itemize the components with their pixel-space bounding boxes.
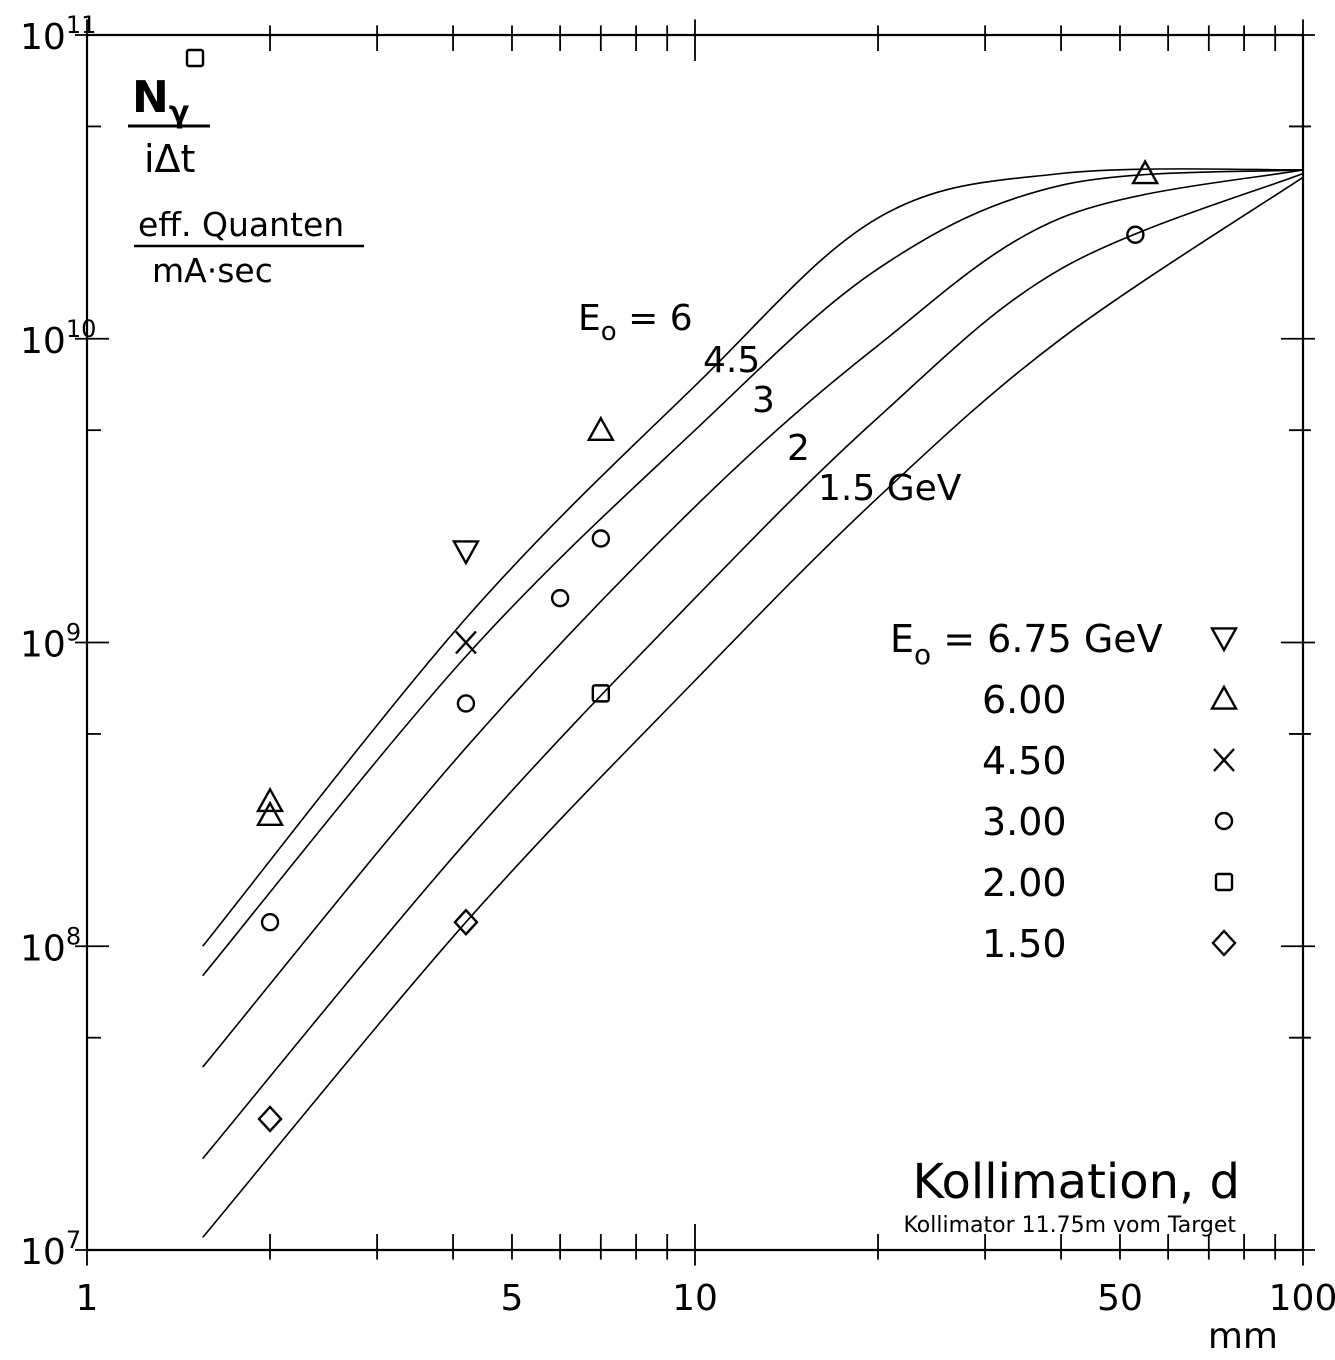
x-axis-note: Kollimator 11.75m vom Target: [903, 1213, 1236, 1238]
curve-label-4.5: 4.5: [703, 340, 760, 381]
x-tick-label: 10: [672, 1278, 718, 1319]
data-point-circle: [456, 694, 476, 713]
legend-marker-x: [1213, 748, 1235, 772]
data-point-circle: [591, 529, 611, 548]
data-markers: [185, 48, 1239, 1133]
legend-label: 1.50: [982, 922, 1067, 966]
y-tick-label: 107: [20, 1226, 81, 1273]
data-point-x: [455, 630, 477, 655]
curve-label-2: 2: [787, 428, 810, 469]
labels: 1 5 10 50 100 107 108 109 1010 1011 Nγ iΔt eff. Quan…: [20, 11, 1335, 1357]
legend-marker-circle: [1214, 811, 1234, 831]
y-tick-label: 1011: [20, 11, 96, 58]
x-tick-label: 1: [76, 1278, 99, 1319]
legend-marker-diamond: [1211, 929, 1237, 957]
data-point-square: [591, 684, 611, 703]
curves: [202, 168, 1304, 1238]
stray-square-marker: [185, 48, 205, 68]
x-axis-unit: mm: [1208, 1316, 1278, 1357]
data-point-circle: [1126, 225, 1145, 244]
data-point-diamond: [453, 908, 479, 936]
curve-1: [202, 169, 1304, 977]
data-point-triangle-up: [255, 800, 285, 827]
data-point-triangle-up: [586, 415, 615, 441]
curve-3: [202, 172, 1304, 1160]
data-point-diamond: [257, 1105, 283, 1133]
data-point-triangle-up: [255, 786, 285, 813]
curve-label-1.5: 1.5 GeV: [818, 468, 962, 509]
data-point-circle: [260, 912, 280, 932]
y-tick-label: 108: [20, 922, 81, 969]
legend-label: 2.00: [982, 861, 1067, 905]
y-tick-label: 1010: [20, 315, 96, 362]
curve-0: [202, 168, 1304, 947]
curve-2: [202, 169, 1304, 1068]
legend-label: 3.00: [982, 800, 1067, 844]
legend-label: 4.50: [982, 739, 1067, 783]
y-axis-label-denominator: iΔt: [144, 137, 195, 181]
legend-label: 6.00: [982, 678, 1067, 722]
curve-label-3: 3: [752, 380, 775, 421]
legend-marker-square: [1214, 872, 1234, 892]
x-tick-label: 50: [1097, 1278, 1143, 1319]
curve-label-6: Eo = 6: [578, 298, 693, 347]
y-unit-denominator: mA·sec: [152, 251, 273, 290]
y-axis-label-numerator: Nγ: [132, 72, 189, 130]
legend-marker-triangle-up: [1209, 684, 1239, 710]
x-tick-label: 5: [501, 1278, 524, 1319]
legend-label: Eo = 6.75 GeV: [890, 617, 1163, 671]
y-unit-numerator: eff. Quanten: [138, 205, 344, 244]
curve-4: [202, 176, 1304, 1238]
axis-ticks: [75, 19, 1315, 1266]
data-point-triangle-up: [1131, 159, 1160, 185]
x-tick-label: 100: [1269, 1278, 1335, 1319]
data-point-circle: [550, 588, 570, 608]
data-point-triangle-down: [451, 540, 480, 566]
legend-marker-triangle-down: [1209, 627, 1239, 653]
y-tick-label: 109: [20, 619, 81, 666]
x-axis-title: Kollimation, d: [912, 1154, 1240, 1210]
